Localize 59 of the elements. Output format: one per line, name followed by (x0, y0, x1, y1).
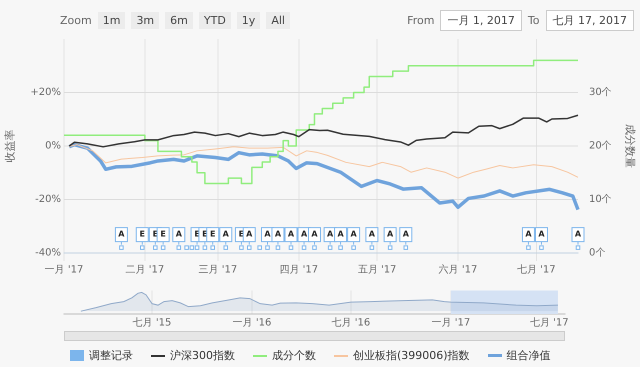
y-tick-label: -20% (35, 194, 61, 206)
legend-label: 调整记录 (89, 348, 133, 363)
data-label: A (368, 230, 376, 239)
legend-label: 成分个数 (272, 348, 316, 363)
y-tick-label: -40% (35, 248, 61, 259)
y2-tick-label: 10个 (589, 193, 612, 206)
y-axis-title: 收益率 (3, 130, 16, 162)
y2-tick-label: 0个 (589, 246, 606, 259)
x-tick-label: 一月 '17 (432, 318, 470, 329)
y2-tick-label: 20个 (589, 140, 612, 152)
x-tick-label: 七月 '16 (332, 316, 370, 329)
data-label: A (574, 230, 582, 239)
data-label: A (222, 230, 230, 239)
data-label: A (246, 230, 254, 239)
data-label: A (525, 230, 532, 239)
x-tick-label: 七月 '15 (132, 316, 172, 329)
text: 七月 17, 2017 (546, 10, 634, 30)
data-label: A (402, 230, 410, 239)
x-tick-label: 一月 '16 (232, 318, 272, 329)
data-label: A (274, 230, 282, 239)
data-label: A (118, 230, 126, 239)
data-label: E (140, 230, 146, 239)
text: 3m (131, 12, 160, 28)
x-tick-label: 二月 '17 (126, 264, 164, 276)
text: 1y (236, 12, 260, 28)
text: To (528, 14, 540, 26)
text: 6m (165, 12, 193, 28)
legend-label: 组合净值 (506, 348, 551, 363)
y-tick-label: +20% (30, 87, 61, 98)
data-label: A (264, 230, 272, 239)
data-label: A (387, 230, 394, 239)
data-label: E (160, 230, 166, 239)
text: From (407, 14, 434, 26)
x-tick-label: 七月 '17 (516, 264, 556, 276)
text: YTD (198, 12, 231, 28)
y-tick-label: 0% (45, 140, 61, 152)
y2-tick-label: 30个 (589, 86, 612, 98)
x-tick-label: 四月 '17 (279, 264, 318, 276)
text: 1m (98, 12, 126, 28)
text: Zoom (60, 14, 92, 26)
text: All (266, 12, 290, 28)
x-tick-label: 一月 '17 (44, 264, 84, 276)
text: 一月 1, 2017 (440, 10, 522, 30)
data-label: A (311, 230, 318, 239)
data-label: A (300, 230, 308, 239)
data-label: A (327, 230, 334, 239)
legend-label: 创业板指(399006)指数 (353, 348, 470, 363)
data-label: A (288, 230, 295, 239)
x-tick-label: 七月 '17 (530, 316, 569, 329)
data-label: A (350, 230, 358, 239)
x-tick-label: 五月 '17 (358, 264, 396, 276)
data-label: A (538, 230, 546, 239)
data-label: A (337, 230, 344, 239)
legend-label: 沪深300指数 (170, 348, 235, 363)
x-tick-label: 三月 '17 (198, 264, 238, 276)
data-label: E (210, 230, 216, 239)
data-label: A (176, 230, 183, 239)
x-tick-label: 六月 '17 (438, 264, 478, 276)
y2-axis-title: 成分数量 (624, 124, 637, 168)
